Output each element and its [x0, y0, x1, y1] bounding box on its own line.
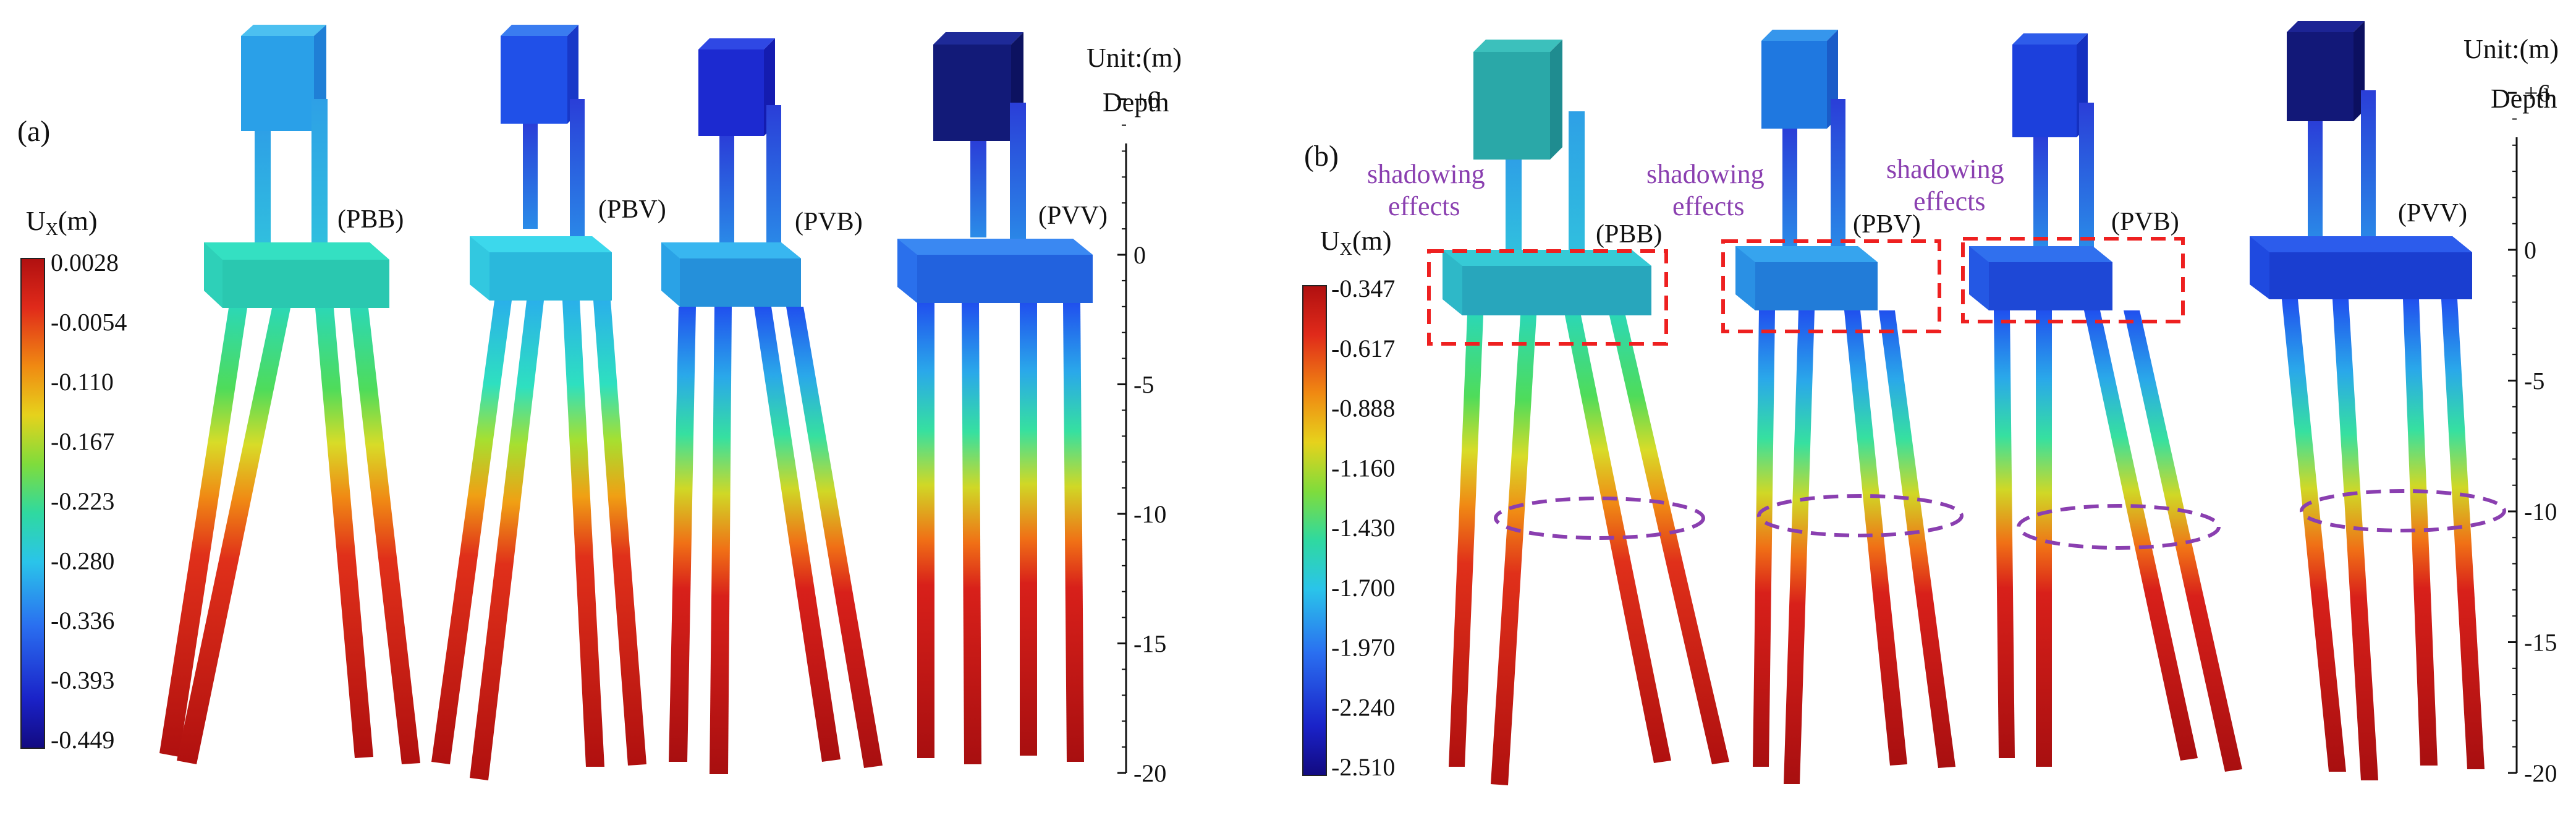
depth-tick-label: -5	[2524, 367, 2544, 395]
panel-b-legend-values: -0.347 -0.617 -0.888 -1.160 -1.430 -1.700 -1.9…	[1331, 275, 1395, 781]
panel-b-model-pbv: (PBV)	[1735, 30, 1955, 784]
panel-b-depth-label: Depth	[2491, 83, 2557, 114]
panel-a-model-label-pbb: (PBB)	[337, 205, 404, 234]
depth-tick-label: -10	[2524, 498, 2557, 526]
legend-value: -2.240	[1331, 693, 1395, 721]
panel-a-depth-ticks: +6 0 -5 -10 -15 -20	[1117, 86, 1166, 787]
depth-tick-label: 0	[1133, 241, 1146, 269]
legend-value: -0.393	[51, 667, 114, 694]
panel-a-legend-values: 0.0028 -0.0054 -0.110 -0.167 -0.223 -0.280 -0.…	[51, 249, 127, 754]
depth-tick-label: -20	[2524, 759, 2557, 787]
panel-a-model-pvb: (PVB)	[661, 38, 883, 774]
panel-b-model-label-pvv: (PVV)	[2398, 199, 2467, 228]
legend-value: -0.336	[51, 607, 114, 634]
legend-value: -0.167	[51, 428, 114, 456]
panel-a-model-label-pvv: (PVV)	[1038, 202, 1108, 230]
panel-a-model-pbv: (PBV)	[431, 25, 666, 780]
shadowing-label-3-line2: effects	[1913, 186, 1985, 216]
shadowing-label-2-line2: effects	[1672, 191, 1744, 221]
depth-tick-label: -20	[1133, 759, 1166, 787]
panel-b-model-label-pbb: (PBB)	[1596, 220, 1662, 249]
ellipse-pbv	[1757, 494, 1964, 537]
shadowing-label-3-line1: shadowing	[1886, 154, 2004, 184]
panel-a-label: (a)	[17, 115, 50, 148]
panel-b-model-pvb: (PVB)	[1969, 33, 2242, 772]
panel-b: (b) UX(m) -0.347 -0.617 -0.888 -1.160 -1.430…	[1302, 21, 2559, 787]
shadowing-label-1-line2: effects	[1388, 191, 1460, 221]
legend-value: 0.0028	[51, 249, 119, 276]
legend-value: -0.617	[1331, 335, 1395, 362]
ellipse-pvb	[2017, 504, 2221, 550]
panel-b-label: (b)	[1304, 140, 1339, 173]
depth-tick-label: -15	[1133, 630, 1166, 658]
panel-b-model-pvv: (PVV)	[2250, 21, 2485, 780]
ellipse-pbb	[1494, 497, 1705, 540]
panel-b-unit-label: Unit:(m)	[2464, 34, 2559, 64]
highlight-box-pvb	[1961, 237, 2185, 323]
panel-b-model-pbb: (PBB)	[1443, 40, 1729, 785]
legend-value: -0.888	[1331, 395, 1395, 422]
depth-tick-label: +6	[2524, 79, 2551, 107]
depth-tick-label: +6	[1133, 86, 1160, 114]
ellipse-pvv	[2300, 489, 2506, 532]
panel-a-unit-label: Unit:(m)	[1087, 43, 1182, 73]
panel-b-model-label-pbv: (PBV)	[1853, 210, 1921, 239]
legend-value: -0.223	[51, 487, 114, 515]
legend-value: -0.280	[51, 547, 114, 575]
panel-a-model-label-pvb: (PVB)	[795, 208, 863, 236]
panel-a-depth-label: Depth	[1103, 87, 1169, 117]
legend-value: -2.510	[1331, 753, 1395, 781]
legend-value: -1.160	[1331, 454, 1395, 482]
panel-b-legend-title: UX(m)	[1320, 226, 1392, 259]
panel-a-colorbar	[20, 258, 45, 749]
depth-tick-label: -5	[1133, 371, 1154, 399]
legend-value: -1.700	[1331, 574, 1395, 602]
panel-a: (a) UX(m) 0.0028 -0.0054 -0.110 -0.167 -0.22…	[17, 25, 1182, 787]
depth-tick-label: 0	[2524, 236, 2536, 264]
legend-value: -0.449	[51, 726, 114, 754]
highlight-box-pbv	[1721, 239, 1941, 333]
panel-a-model-label-pbv: (PBV)	[598, 195, 666, 224]
panel-b-depth-ticks: +6 0 -5 -10 -15 -20	[2508, 79, 2557, 787]
legend-value: -1.970	[1331, 634, 1395, 662]
legend-value: -0.347	[1331, 275, 1395, 302]
legend-value: -0.110	[51, 368, 114, 396]
depth-tick-label: -10	[1133, 500, 1166, 528]
panel-a-model-pbb: (PBB)	[159, 25, 420, 764]
depth-tick-label: -15	[2524, 629, 2557, 657]
panel-b-model-label-pvb: (PVB)	[2111, 208, 2179, 236]
panel-a-legend-title: UX(m)	[26, 206, 98, 239]
shadowing-label-2-line1: shadowing	[1646, 159, 1765, 189]
legend-value: -1.430	[1331, 514, 1395, 542]
legend-value: -0.0054	[51, 309, 127, 336]
highlight-box-pbb	[1427, 249, 1668, 346]
shadowing-label-1-line1: shadowing	[1367, 159, 1485, 189]
panel-b-colorbar	[1302, 285, 1327, 776]
panel-a-model-pvv: (PVV)	[897, 32, 1108, 764]
